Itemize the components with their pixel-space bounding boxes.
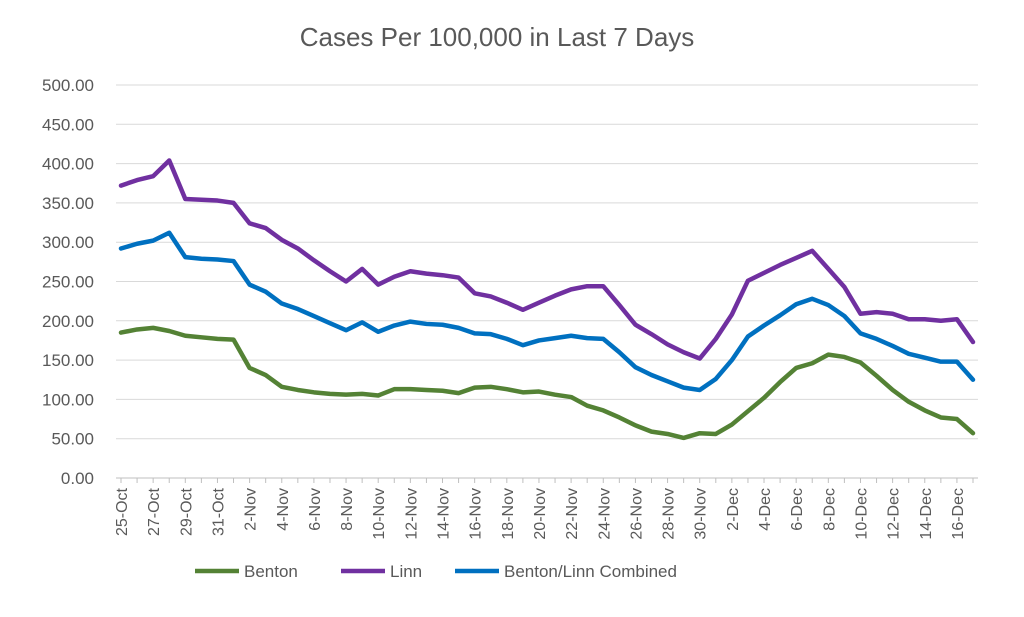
x-tick-label: 4-Dec [757, 488, 774, 531]
gridlines [116, 84, 978, 440]
x-tick-label: 14-Nov [436, 488, 453, 540]
x-tick-label: 28-Nov [661, 488, 678, 540]
x-tick-label: 14-Dec [918, 488, 935, 540]
series-line-1 [118, 325, 976, 441]
x-tick-label: 10-Dec [853, 488, 870, 540]
series-line-2 [118, 158, 976, 361]
x-tick-label: 16-Dec [950, 488, 967, 540]
x-tick-label: 2-Dec [725, 488, 742, 531]
x-tick-label: 16-Nov [468, 488, 485, 540]
x-tick-label: 27-Oct [146, 487, 163, 536]
x-tick-label: 31-Oct [210, 487, 227, 536]
y-tick-label: 500.00 [42, 76, 94, 95]
y-tick-label: 100.00 [42, 390, 94, 409]
x-tick-label: 20-Nov [532, 488, 549, 540]
x-tick-label: 8-Nov [339, 488, 356, 531]
x-tick-label: 6-Nov [307, 488, 324, 531]
x-tick-label: 10-Nov [371, 488, 388, 540]
legend: Benton Linn Benton/Linn Combined [195, 562, 677, 581]
y-axis-tick-labels: 0.00 50.00 100.00 150.00 200.00 250.00 300.00 3… [42, 76, 94, 488]
y-tick-label: 150.00 [42, 351, 94, 370]
legend-label: Benton/Linn Combined [504, 562, 677, 581]
x-tick-label: 18-Nov [500, 488, 517, 540]
x-tick-label: 6-Dec [789, 488, 806, 531]
x-tick-label: 22-Nov [564, 488, 581, 540]
y-tick-label: 0.00 [61, 469, 94, 488]
x-tick-label: 12-Dec [886, 488, 903, 540]
legend-label: Benton [244, 562, 298, 581]
y-tick-label: 400.00 [42, 155, 94, 174]
series-line-3 [118, 230, 976, 393]
x-tick-label: 30-Nov [693, 488, 710, 540]
y-tick-label: 200.00 [42, 312, 94, 331]
y-tick-label: 50.00 [51, 430, 94, 449]
x-tick-label: 8-Dec [821, 488, 838, 531]
y-tick-label: 450.00 [42, 115, 94, 134]
y-tick-label: 300.00 [42, 233, 94, 252]
x-tick-label: 26-Nov [628, 488, 645, 540]
x-tick-label: 24-Nov [596, 488, 613, 540]
series-lines [118, 158, 976, 441]
chart-title: Cases Per 100,000 in Last 7 Days [300, 22, 695, 52]
y-tick-label: 350.00 [42, 194, 94, 213]
x-tick-label: 25-Oct [114, 487, 131, 536]
x-tick-label: 12-Nov [403, 488, 420, 540]
legend-label: Linn [390, 562, 422, 581]
x-tick-label: 4-Nov [275, 488, 292, 531]
x-tick-label: 2-Nov [243, 488, 260, 531]
y-tick-label: 250.00 [42, 273, 94, 292]
x-axis: 25-Oct 27-Oct 29-Oct 31-Oct 2-Nov 4-Nov 6-Nov 8… [114, 477, 978, 540]
x-tick-label: 29-Oct [178, 487, 195, 536]
